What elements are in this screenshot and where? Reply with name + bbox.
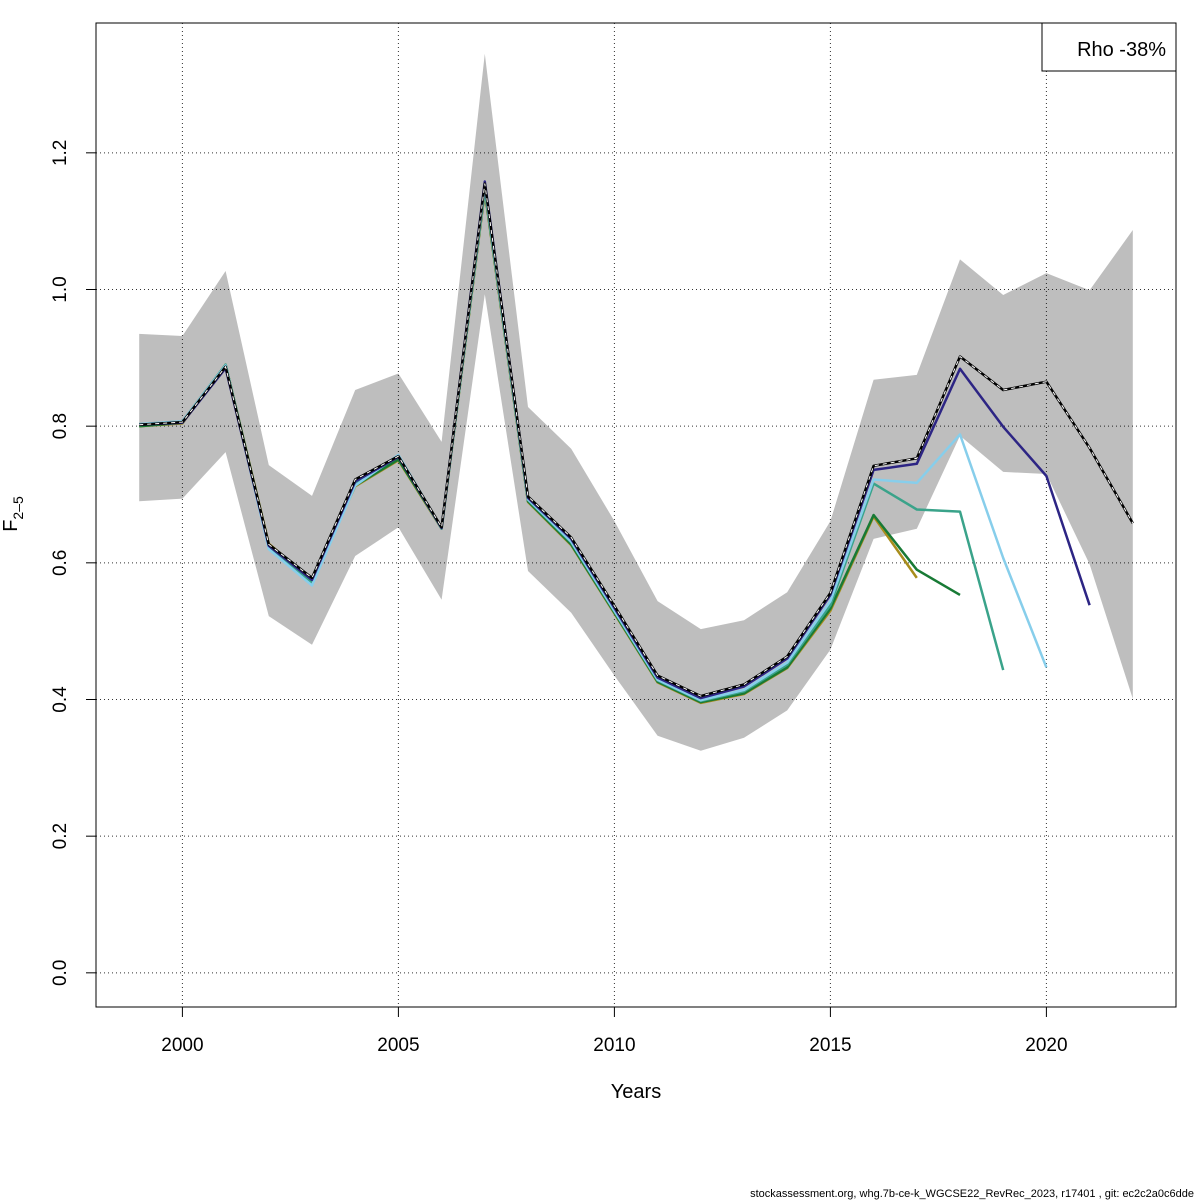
y-tick-label-group: 0.4 [50,686,71,713]
y-tick-label-group: 0.2 [50,823,71,849]
confidence-band [139,53,1133,751]
y-tick-label-group: 1.2 [50,140,71,166]
y-tick-label: 0.0 [50,960,71,986]
y-tick-label-group: 0.8 [50,413,71,439]
axis-layer: 2000 2005 2010 2015 2020 0.0 0.2 0.4 0.6 0.8 1.0 1.… [50,140,1068,1056]
x-tick-label: 2010 [593,1035,635,1056]
x-tick-label: 2005 [377,1035,419,1056]
y-tick-label-group: 0.0 [50,960,71,986]
grid-layer [96,23,1176,1007]
footer-text: stockassessment.org, whg.7b-ce-k_WGCSE22… [750,1188,1194,1200]
y-tick-label-group: 0.6 [50,550,71,576]
band-layer [139,53,1133,751]
series-line-2022-dash [139,183,1134,697]
x-tick-label: 2000 [161,1035,203,1056]
svg-text:F2–5: F2–5 [0,496,26,532]
legend-text: Rho -38% [1077,39,1166,61]
series-layer [139,180,1134,705]
x-axis-title: Years [611,1081,661,1103]
x-tick-label: 2020 [1025,1035,1067,1056]
legend: Rho -38% [1041,22,1177,72]
y-axis-title: F2–5 [0,496,26,532]
x-tick-label: 2015 [809,1035,851,1056]
y-tick-label-group: 1.0 [50,276,71,302]
y-axis-title-sub: 2–5 [10,496,26,520]
y-axis-title-main: F [0,520,22,532]
y-tick-label: 1.0 [50,276,71,302]
y-tick-label: 1.2 [50,140,71,166]
y-tick-label: 0.6 [50,550,71,576]
legend-box [1041,22,1177,72]
y-tick-label: 0.8 [50,413,71,439]
series-line-2020 [139,185,1048,702]
y-tick-label: 0.2 [50,823,71,849]
y-tick-label: 0.4 [50,686,71,713]
